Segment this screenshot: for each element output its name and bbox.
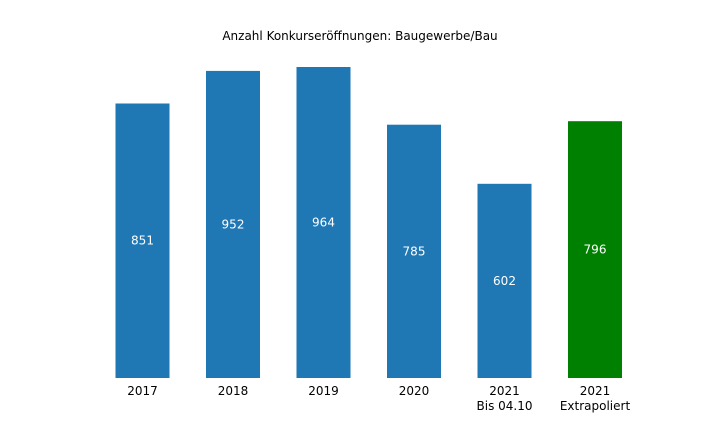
bars-group	[115, 67, 622, 379]
x-tick-label-3: 2020	[399, 384, 430, 398]
x-tick-label-1: 2018	[218, 384, 249, 398]
x-tick-label-line: 2021	[489, 384, 520, 398]
x-tick-label-4: 2021 Bis 04.10	[477, 384, 533, 413]
data-label-5: 796	[584, 243, 607, 257]
x-tick-label-line: Bis 04.10	[477, 399, 533, 413]
chart-title: Anzahl Konkurseröffnungen: Baugewerbe/Ba…	[222, 29, 497, 43]
bar-1	[206, 70, 260, 379]
bar-0	[115, 103, 170, 378]
x-tick-label-line: 2018	[218, 384, 249, 398]
data-labels-group: 851 952 964 785 602 796	[131, 216, 606, 288]
data-label-0: 851	[131, 234, 154, 248]
x-tick-label-line: Extrapoliert	[560, 399, 631, 413]
data-label-1: 952	[222, 217, 245, 231]
x-tick-label-0: 2017	[127, 384, 158, 398]
x-tick-label-line: 2019	[308, 384, 339, 398]
x-tick-label-2: 2019	[308, 384, 339, 398]
x-tick-label-line: 2021	[580, 384, 611, 398]
bar-4	[477, 183, 532, 378]
x-tick-label-line: 2017	[127, 384, 158, 398]
data-label-2: 964	[312, 216, 335, 230]
data-label-4: 602	[493, 274, 516, 288]
bar-2	[296, 67, 351, 378]
data-label-3: 785	[403, 244, 426, 258]
x-tick-label-line: 2020	[399, 384, 430, 398]
bar-5	[568, 121, 622, 378]
x-tick-label-5: 2021 Extrapoliert	[560, 384, 631, 413]
bar-3	[387, 124, 441, 378]
